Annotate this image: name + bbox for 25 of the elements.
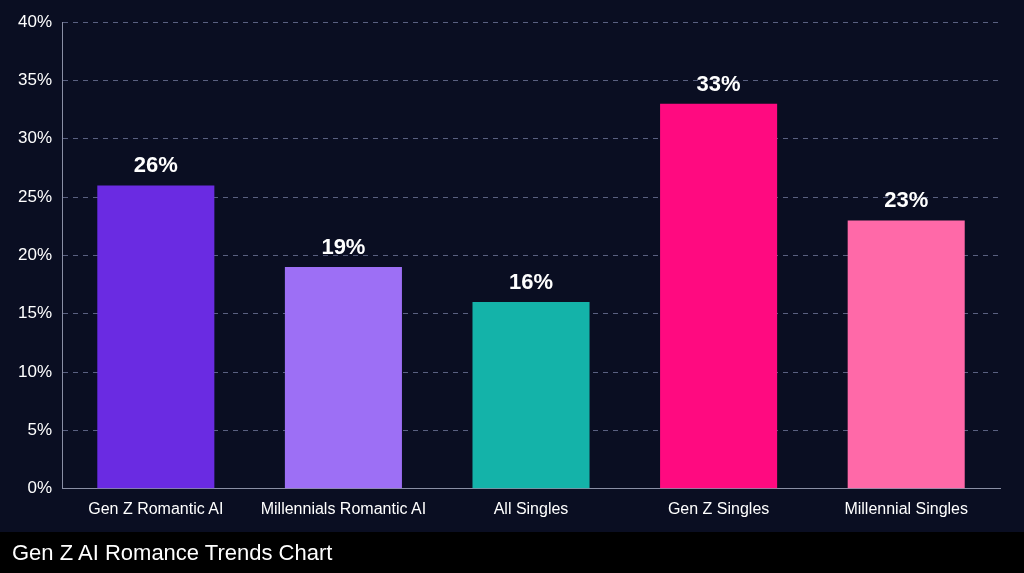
data-label: 16% <box>508 269 554 295</box>
bar <box>284 267 402 489</box>
y-tick-label: 15% <box>17 303 53 323</box>
x-tick-label: All Singles <box>493 499 569 517</box>
bar <box>847 220 965 489</box>
data-label: 33% <box>696 70 741 96</box>
bar <box>660 103 778 489</box>
data-label: 26% <box>133 152 178 178</box>
y-tick-label: 25% <box>17 186 53 206</box>
x-tick-label: Gen Z Romantic AI <box>88 499 224 517</box>
x-tick-label: Gen Z Singles <box>667 499 770 517</box>
y-tick-label: 0% <box>27 478 53 498</box>
y-tick-label: 35% <box>17 70 53 90</box>
y-tick-label: 10% <box>17 361 53 381</box>
y-tick-label: 20% <box>17 245 53 265</box>
bar <box>472 302 590 489</box>
y-tick-label: 40% <box>17 11 53 31</box>
data-label: 19% <box>321 234 366 260</box>
x-tick-label: Millennial Singles <box>844 499 969 517</box>
x-tick-label: Millennials Romantic AI <box>260 499 427 517</box>
y-tick-label: 5% <box>27 420 53 440</box>
y-tick-label: 30% <box>17 128 53 148</box>
text: Gen Z AI Romance Trends Chart <box>0 532 1024 573</box>
data-label: 23% <box>884 187 929 213</box>
bar <box>97 185 215 489</box>
